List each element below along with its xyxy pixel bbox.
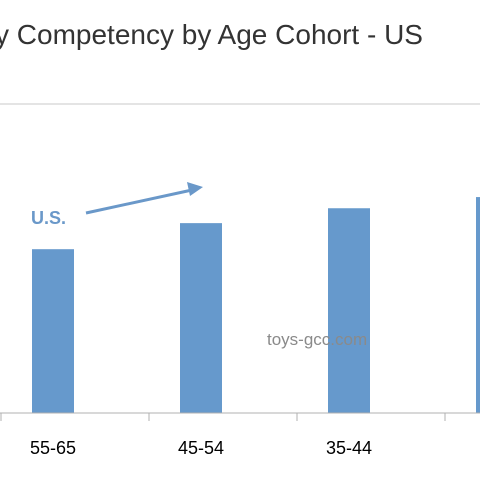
x-axis-labels: 55-65 45-54 35-44 bbox=[30, 438, 372, 458]
x-tick-label-1: 45-54 bbox=[178, 438, 224, 458]
x-tick-label-2: 35-44 bbox=[326, 438, 372, 458]
chart-title: y Competency by Age Cohort - US bbox=[0, 19, 423, 50]
us-annotation-arrow bbox=[85, 188, 193, 215]
bar-0 bbox=[32, 249, 74, 413]
x-axis-ticks bbox=[0, 413, 446, 421]
watermark-text: toys-gcc.com bbox=[267, 330, 367, 349]
bar-1 bbox=[180, 223, 222, 413]
annotation: U.S. bbox=[31, 182, 203, 228]
us-annotation-arrowhead bbox=[187, 182, 203, 196]
bars-layer bbox=[32, 197, 480, 413]
us-annotation-label: U.S. bbox=[31, 208, 66, 228]
x-tick-label-0: 55-65 bbox=[30, 438, 76, 458]
bar-3 bbox=[476, 197, 480, 413]
bar-2 bbox=[328, 208, 370, 413]
